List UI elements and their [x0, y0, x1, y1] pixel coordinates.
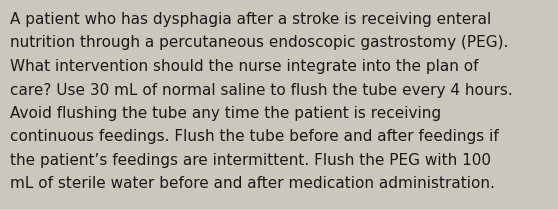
Text: mL of sterile water before and after medication administration.: mL of sterile water before and after med… — [10, 176, 495, 191]
Text: continuous feedings. Flush the tube before and after feedings if: continuous feedings. Flush the tube befo… — [10, 130, 499, 144]
Text: A patient who has dysphagia after a stroke is receiving enteral: A patient who has dysphagia after a stro… — [10, 12, 491, 27]
Text: Avoid flushing the tube any time the patient is receiving: Avoid flushing the tube any time the pat… — [10, 106, 441, 121]
Text: the patient’s feedings are intermittent. Flush the PEG with 100: the patient’s feedings are intermittent.… — [10, 153, 491, 168]
Text: care? Use 30 mL of normal saline to flush the tube every 4 hours.: care? Use 30 mL of normal saline to flus… — [10, 83, 513, 98]
Text: nutrition through a percutaneous endoscopic gastrostomy (PEG).: nutrition through a percutaneous endosco… — [10, 36, 508, 51]
Text: What intervention should the nurse integrate into the plan of: What intervention should the nurse integ… — [10, 59, 479, 74]
